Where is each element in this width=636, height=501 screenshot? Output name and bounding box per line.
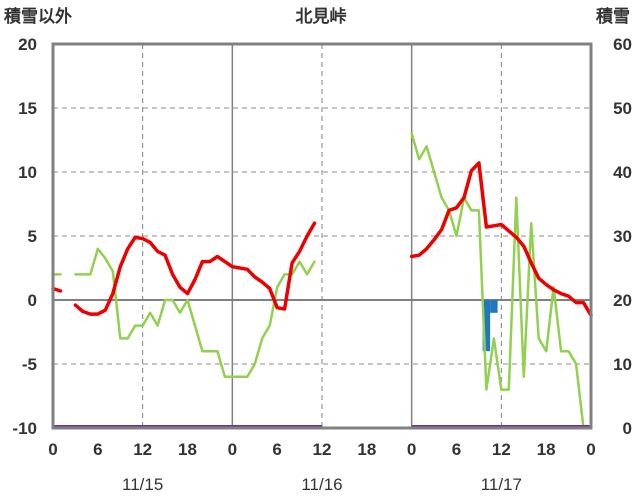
left-tick-label: 0: [28, 291, 37, 310]
temperature-line-2: [409, 161, 593, 318]
temperature-line-1: [73, 221, 317, 316]
plot-border: [51, 42, 593, 430]
precipitation-bars: [482, 300, 498, 352]
x-tick-label: 12: [313, 440, 332, 459]
x-tick-label: 0: [407, 440, 416, 459]
x-tick-label: 0: [586, 440, 595, 459]
left-axis-label: 積雪以外: [4, 6, 72, 27]
chart-title: 北見峠: [296, 6, 347, 27]
right-tick-label: 10: [613, 355, 632, 374]
x-tick-label: 6: [272, 440, 281, 459]
right-tick-label: 30: [613, 227, 632, 246]
right-tick-label: 50: [613, 99, 632, 118]
left-tick-label: -5: [22, 355, 37, 374]
right-tick-label: 0: [623, 419, 632, 438]
x-tick-label: 6: [93, 440, 102, 459]
grid-lines: [53, 44, 591, 428]
right-tick-label: 20: [613, 291, 632, 310]
right-tick-label: 40: [613, 163, 632, 182]
date-label: 11/16: [301, 475, 342, 494]
x-tick-label: 18: [357, 440, 376, 459]
x-tick-label: 18: [178, 440, 197, 459]
x-tick-label: 6: [452, 440, 461, 459]
date-label: 11/17: [481, 475, 522, 494]
plot-frame: [51, 42, 593, 430]
precipitation-bar-0: [482, 300, 491, 352]
x-tick-label: 12: [492, 440, 511, 459]
x-tick-label: 0: [48, 440, 57, 459]
left-tick-label: 15: [18, 99, 37, 118]
x-tick-label: 12: [133, 440, 152, 459]
date-label: 11/15: [122, 475, 163, 494]
x-tick-label: 0: [228, 440, 237, 459]
left-tick-label: 20: [18, 35, 37, 54]
left-tick-label: -10: [12, 419, 37, 438]
left-tick-label: 5: [28, 227, 37, 246]
snow_depth-line-2: [410, 132, 585, 430]
left-tick-label: 10: [18, 163, 37, 182]
right-axis-label: 積雪: [596, 6, 630, 27]
right-tick-label: 60: [613, 35, 632, 54]
x-tick-label: 18: [537, 440, 556, 459]
precipitation-bar-1: [490, 300, 498, 313]
